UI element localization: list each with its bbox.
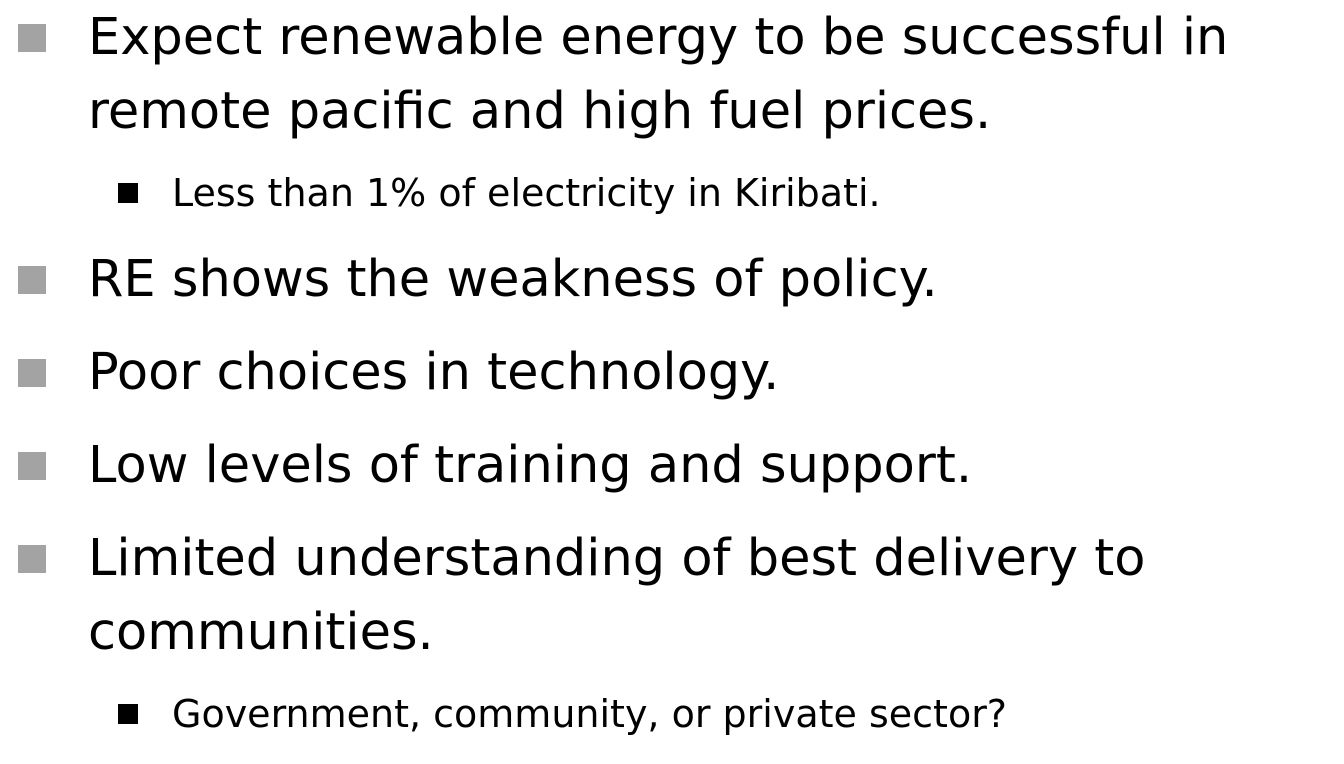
sub-bullet-text: Less than 1% of electricity in Kiribati. bbox=[172, 171, 881, 215]
bullet-text: Limited understanding of best delivery t… bbox=[88, 529, 1146, 588]
bullet-item: Low levels of training and support. bbox=[0, 429, 1344, 503]
bullet-marker bbox=[18, 452, 46, 480]
bullet-marker bbox=[18, 545, 46, 573]
sub-bullet-marker bbox=[118, 183, 138, 203]
bullet-text: Poor choices in technology. bbox=[88, 343, 780, 402]
page: Expect renewable energy to be successful… bbox=[18, 8, 1229, 736]
bullet-item: Poor choices in technology. bbox=[0, 336, 1344, 410]
bullet-item: Limited understanding of best delivery t… bbox=[0, 522, 1344, 745]
bullet-text: Expect renewable energy to be successful… bbox=[88, 8, 1229, 67]
bullet-text: remote pacific and high fuel prices. bbox=[88, 82, 992, 141]
bullet-item: RE shows the weakness of policy. bbox=[0, 243, 1344, 317]
sub-bullet: Less than 1% of electricity in Kiribati. bbox=[0, 162, 1344, 224]
sub-bullet-text: Government, community, or private sector… bbox=[172, 692, 1007, 736]
bullet-text: Low levels of training and support. bbox=[88, 436, 973, 495]
bullet-text: RE shows the weakness of policy. bbox=[88, 250, 938, 309]
bullet-item: Expect renewable energy to be successful… bbox=[0, 1, 1344, 224]
sub-bullet-marker bbox=[118, 704, 138, 724]
sub-bullet: Government, community, or private sector… bbox=[0, 683, 1344, 745]
bullet-marker bbox=[18, 266, 46, 294]
bullet-text: communities. bbox=[88, 603, 434, 662]
bullet-marker bbox=[18, 24, 46, 52]
bullet-marker bbox=[18, 359, 46, 387]
